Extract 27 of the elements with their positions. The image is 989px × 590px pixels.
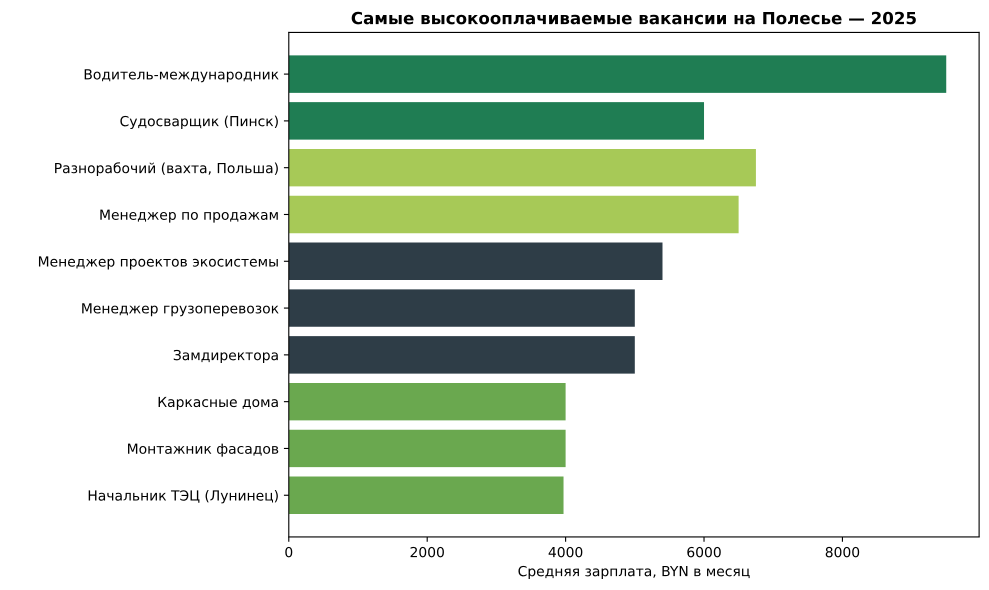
y-tick-label: Судосварщик (Пинск) [120,116,278,130]
y-tick-label: Менеджер грузоперевозок [82,303,279,316]
x-tick-label: 8000 [826,546,860,558]
x-tick-label: 4000 [548,546,582,558]
bar [288,242,662,280]
y-tick-label: Менеджер по продажам [100,210,278,223]
y-tick-label: Водитель-международник [84,69,279,82]
y-tick-label: Монтажник фасадов [128,444,278,457]
y-tick-label: Разнорабочий (вахта, Польша) [55,162,278,176]
x-tick-label: 0 [285,546,292,558]
y-tick-label: Начальник ТЭЦ (Лунинец) [88,490,278,504]
bar [288,148,756,186]
x-tick-label: 6000 [687,546,721,558]
bar [288,336,635,374]
y-tick-label: Каркасные дома [158,396,278,410]
y-tick-label: Замдиректора [174,350,278,364]
x-tick-label: 2000 [410,546,444,558]
bar [288,430,566,468]
bar [288,476,564,514]
bar [288,289,635,327]
bar [288,382,566,420]
bar [288,196,739,234]
bar [288,102,704,140]
y-tick-label: Менеджер проектов экосистемы [38,256,278,270]
chart-title: Самые высокооплачиваемые вакансии на Полесье — 2025 [352,12,916,24]
bar [288,55,946,93]
x-axis-title: Средняя зарплата, BYN в месяц [518,566,750,580]
